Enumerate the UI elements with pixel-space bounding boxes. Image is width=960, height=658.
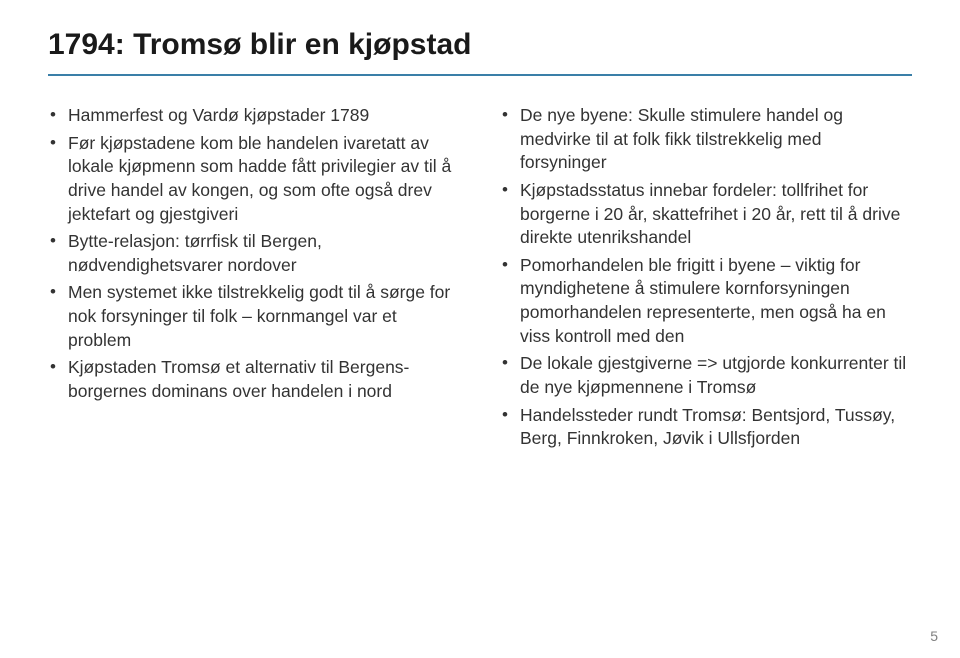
- slide-title: 1794: Tromsø blir en kjøpstad: [48, 28, 912, 62]
- list-item: Men systemet ikke tilstrekkelig godt til…: [48, 281, 460, 352]
- list-item: De lokale gjestgiverne => utgjorde konku…: [500, 352, 912, 399]
- list-item: De nye byene: Skulle stimulere handel og…: [500, 104, 912, 175]
- list-item: Bytte-relasjon: tørrfisk til Bergen, nød…: [48, 230, 460, 277]
- list-item: Handelssteder rundt Tromsø: Bentsjord, T…: [500, 404, 912, 451]
- content-columns: Hammerfest og Vardø kjøpstader 1789 Før …: [48, 104, 912, 455]
- list-item: Kjøpstadsstatus innebar fordeler: tollfr…: [500, 179, 912, 250]
- left-bullet-list: Hammerfest og Vardø kjøpstader 1789 Før …: [48, 104, 460, 404]
- list-item: Kjøpstaden Tromsø et alternativ til Berg…: [48, 356, 460, 403]
- list-item: Hammerfest og Vardø kjøpstader 1789: [48, 104, 460, 128]
- left-column: Hammerfest og Vardø kjøpstader 1789 Før …: [48, 104, 460, 455]
- right-column: De nye byene: Skulle stimulere handel og…: [500, 104, 912, 455]
- list-item: Pomorhandelen ble frigitt i byene – vikt…: [500, 254, 912, 349]
- slide-container: 1794: Tromsø blir en kjøpstad Hammerfest…: [0, 0, 960, 658]
- right-bullet-list: De nye byene: Skulle stimulere handel og…: [500, 104, 912, 451]
- page-number: 5: [930, 628, 938, 644]
- list-item: Før kjøpstadene kom ble handelen ivareta…: [48, 132, 460, 227]
- title-rule: [48, 74, 912, 76]
